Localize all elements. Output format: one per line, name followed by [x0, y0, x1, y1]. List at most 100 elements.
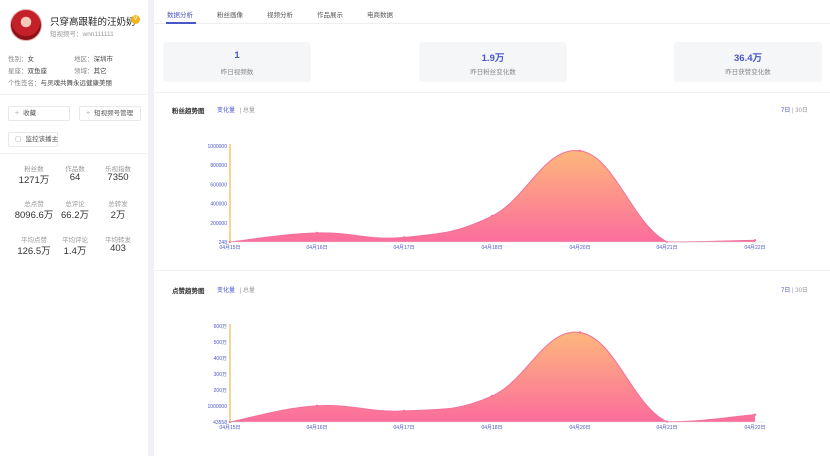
stat-label: 作品数	[65, 166, 85, 173]
stat-label: 粉丝数	[24, 166, 44, 173]
divider	[154, 92, 830, 93]
tab-works[interactable]: 作品展示	[317, 12, 343, 19]
active-tab-indicator	[166, 22, 196, 24]
chart-point[interactable]	[315, 404, 319, 407]
likes-mode-toggle: 变化量 | 总量	[217, 285, 255, 294]
chart-point[interactable]	[402, 409, 406, 413]
chart-point[interactable]	[490, 214, 494, 218]
y-tick-label: 800000	[210, 163, 227, 169]
x-tick-label: 04月15日	[219, 425, 240, 431]
range-7-option[interactable]: 7日	[781, 288, 791, 294]
x-tick-label: 04月16日	[306, 425, 327, 431]
likes-range-toggle: 7日 | 30日	[781, 288, 808, 294]
chart-point[interactable]	[578, 331, 582, 334]
chart-area	[230, 150, 755, 242]
summary-card-likes: 36.4万 昨日获赞变化数	[674, 42, 822, 82]
plus-icon: +	[15, 110, 20, 117]
x-tick-label: 04月18日	[481, 245, 502, 251]
divider	[0, 153, 148, 154]
x-tick-label: 04月18日	[481, 425, 502, 431]
account-name: 只穿高跟鞋的汪奶奶	[50, 17, 136, 28]
verified-icon: V	[131, 15, 140, 24]
stat-value: 403	[110, 243, 126, 254]
chart-point[interactable]	[578, 149, 582, 153]
stat-value: 64	[69, 172, 81, 183]
profile-header: 只穿高跟鞋的汪奶奶 V 短视频号：wnn111111	[10, 8, 145, 42]
stat-label: 平均评论	[62, 237, 88, 244]
summary-card-fans: 1.9万 昨日粉丝变化数	[419, 42, 567, 82]
tab-ecommerce[interactable]: 电商数据	[367, 12, 393, 19]
stat-value: 126.5万	[17, 246, 51, 257]
avatar	[10, 9, 42, 41]
chart-point[interactable]	[402, 236, 406, 239]
y-tick-label: 200000	[210, 221, 227, 227]
y-tick-label: 1000000	[208, 404, 228, 410]
likes-chart-title: 点赞趋势图	[172, 288, 205, 295]
stat-label: 乐视指数	[105, 166, 131, 173]
chart-point[interactable]	[753, 239, 757, 242]
y-tick-label: 500万	[214, 340, 227, 346]
y-tick-label: 400000	[210, 202, 227, 208]
divider	[0, 94, 148, 95]
mode-change-option[interactable]: 变化量	[217, 288, 236, 294]
summary-card-videos: 1 昨日视频数	[163, 42, 311, 82]
x-tick-label: 04月17日	[393, 245, 414, 251]
region-info: 地区：深圳市	[74, 56, 113, 63]
gender-info: 性别：女	[8, 56, 34, 63]
chart-area	[230, 332, 755, 422]
y-tick-label: 600万	[214, 324, 227, 330]
stat-value: 66.2万	[61, 210, 89, 221]
x-tick-label: 04月16日	[306, 245, 327, 251]
fans-trend-chart: 1000000 800000 600000 400000 200000 24804月15日…	[208, 144, 766, 251]
summary-label: 昨日视频数	[220, 69, 254, 76]
x-tick-label: 04月22日	[744, 425, 765, 431]
mode-total-option[interactable]: | 总量	[239, 288, 255, 294]
plus-icon: +	[86, 110, 91, 117]
tab-video-analysis[interactable]: 视频分析	[267, 12, 293, 19]
field-info: 领域：其它	[74, 68, 107, 75]
y-tick-label: 248	[219, 240, 228, 246]
stat-label: 平均点赞	[21, 237, 47, 244]
fans-range-toggle: 7日 | 30日	[781, 108, 808, 114]
stat-label: 总点赞	[24, 201, 44, 208]
monitor-button[interactable]: ▢ 监控该播主	[8, 132, 58, 147]
x-tick-label: 04月21日	[656, 245, 677, 251]
tab-bar: 数据分析 粉丝画像 视频分析 作品展示 电商数据	[154, 0, 830, 24]
mode-total-option[interactable]: | 总量	[239, 108, 255, 114]
x-tick-label: 04月21日	[656, 425, 677, 431]
chart-point[interactable]	[490, 394, 494, 398]
fans-chart-title: 粉丝趋势图	[172, 108, 205, 115]
monitor-icon: ▢	[15, 136, 22, 143]
summary-value: 1.9万	[481, 53, 505, 64]
stat-value: 1.4万	[63, 246, 87, 257]
chart-point[interactable]	[753, 413, 757, 416]
panel-divider	[148, 0, 154, 456]
stat-label: 平均转发	[105, 237, 131, 244]
stat-value: 2万	[110, 210, 126, 221]
stat-label: 总转发	[108, 201, 128, 208]
x-tick-label: 04月20日	[569, 245, 590, 251]
stat-label: 总评论	[65, 201, 85, 208]
y-tick-label: 300万	[214, 372, 227, 378]
tab-data-analysis[interactable]: 数据分析	[167, 12, 193, 19]
range-7-option[interactable]: 7日	[781, 108, 791, 114]
manage-account-button[interactable]: + 短视频号管理	[79, 106, 141, 121]
y-tick-label: 200万	[214, 388, 227, 394]
stat-value: 1271万	[18, 175, 50, 186]
stat-value: 8096.6万	[14, 210, 54, 221]
range-30-option[interactable]: 30日	[795, 288, 808, 294]
tab-fan-profile[interactable]: 粉丝画像	[217, 12, 243, 19]
mode-change-option[interactable]: 变化量	[217, 108, 236, 114]
y-tick-label: 1000000	[208, 144, 228, 150]
x-tick-label: 04月15日	[219, 245, 240, 251]
divider	[154, 270, 830, 271]
x-tick-label: 04月17日	[393, 425, 414, 431]
summary-value: 1	[234, 50, 240, 61]
profile-sidebar: 只穿高跟鞋的汪奶奶 V 短视频号：wnn111111 性别：女 地区：深圳市 星…	[0, 0, 148, 456]
chart-point[interactable]	[315, 231, 319, 235]
summary-value: 36.4万	[734, 53, 762, 64]
y-tick-label: 600000	[210, 182, 227, 188]
favorite-button[interactable]: + 收藏	[8, 106, 70, 121]
range-30-option[interactable]: 30日	[795, 108, 808, 114]
constellation-info: 星座：双鱼座	[8, 68, 47, 75]
